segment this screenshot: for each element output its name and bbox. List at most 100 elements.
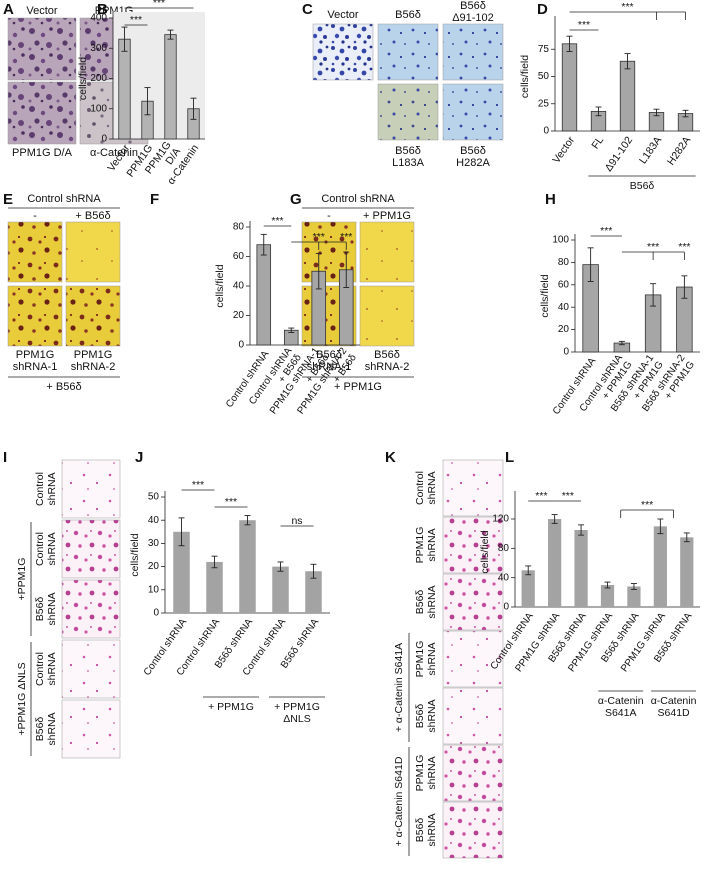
row-label: PPM1G shRNA-2	[71, 349, 116, 373]
significance-label: ***	[621, 1, 633, 13]
y-tick-label: 40	[498, 572, 510, 583]
text-line: ΔNLS	[283, 713, 310, 725]
significance-label: ***	[153, 0, 165, 9]
image-label: Vector	[26, 5, 58, 17]
micrograph	[442, 744, 504, 802]
text-line: shRNA-2	[71, 361, 116, 373]
micrograph	[61, 639, 121, 699]
image-label: B56δ H282A	[456, 145, 490, 169]
text-line: B56δ	[414, 704, 426, 729]
header-label: Control shRNA	[27, 193, 101, 205]
text-line: shRNA	[46, 592, 58, 625]
micrograph	[61, 699, 121, 759]
y-tick-label: 50	[538, 71, 550, 82]
x-tick-label: Δ91-102	[603, 134, 636, 174]
panel-letter: G	[290, 191, 302, 208]
bar	[173, 531, 190, 613]
micrograph	[7, 17, 77, 81]
y-tick-label: 80	[498, 543, 510, 554]
panel-letter: K	[385, 449, 396, 466]
micrograph	[65, 221, 121, 283]
micrograph	[442, 801, 504, 859]
bar	[239, 520, 256, 613]
text-line: shRNA	[426, 585, 438, 618]
micrograph	[7, 285, 63, 347]
text-line: B56δ	[34, 717, 46, 742]
micrograph	[7, 221, 63, 283]
y-tick-label: 0	[563, 347, 569, 358]
y-tick-label: 80	[558, 257, 570, 268]
header-label: Control shRNA	[321, 193, 395, 205]
panel-letter: E	[3, 191, 13, 208]
image-label: B56δ Δ91-102	[452, 0, 494, 24]
tile-label: B56δshRNA	[34, 592, 58, 625]
y-tick-label: 60	[558, 279, 570, 290]
panel-letter: I	[3, 449, 7, 466]
image-label: B56δ L183A	[392, 145, 424, 169]
group-label: B56δ	[630, 180, 655, 192]
text-line: shRNA	[426, 471, 438, 504]
group-label: + α-Catenin S641A	[393, 643, 405, 732]
text-line: B56δ	[414, 818, 426, 843]
micrograph	[61, 519, 121, 579]
micrograph	[65, 285, 121, 347]
y-tick-label: 0	[238, 340, 244, 351]
micrograph	[442, 630, 504, 688]
y-tick-label: 10	[148, 584, 160, 595]
panel-letter: H	[545, 191, 556, 208]
column-label: -	[33, 210, 37, 222]
text-line: B56δ	[460, 145, 486, 157]
text-line: PPM1G	[16, 349, 55, 361]
significance-label: ***	[340, 231, 352, 243]
micrograph	[442, 687, 504, 745]
image-label: Vector	[327, 9, 359, 21]
bar	[256, 244, 272, 346]
y-tick-label: 20	[148, 561, 160, 572]
image-label: α-Catenin	[90, 147, 138, 159]
significance-label: ***	[647, 241, 659, 253]
micrograph	[442, 83, 504, 141]
text-line: B56δ	[316, 349, 342, 361]
panel-letter: C	[302, 1, 313, 18]
y-tick-label: 100	[552, 235, 569, 246]
tile-label: ControlshRNA	[414, 471, 438, 505]
y-tick-label: 0	[503, 602, 509, 613]
significance-label: ***	[641, 499, 653, 511]
text-line: shRNA-2	[365, 361, 410, 373]
text-line: L183A	[392, 157, 424, 169]
y-tick-label: 300	[90, 43, 107, 54]
significance-label: ***	[600, 225, 612, 237]
micrograph	[7, 81, 77, 145]
y-tick-label: 80	[233, 222, 245, 233]
micrograph	[312, 23, 374, 81]
group-label: + PPM1G	[208, 701, 254, 713]
column-label: + B56δ	[75, 210, 110, 222]
bar	[680, 537, 694, 607]
group-label: +PPM1G	[16, 558, 28, 601]
y-tick-label: 30	[148, 538, 160, 549]
text-line: Control	[34, 472, 46, 506]
text-line: + PPM1G	[274, 701, 320, 713]
y-tick-label: 40	[558, 302, 570, 313]
micrograph	[61, 459, 121, 519]
x-tick-label: L183A	[637, 134, 664, 166]
panel-letter: D	[537, 1, 548, 18]
text-line: Control	[414, 471, 426, 505]
panel-letter: F	[150, 191, 159, 208]
micrograph	[377, 83, 439, 141]
text-line: shRNA	[426, 642, 438, 675]
y-tick-label: 25	[538, 98, 550, 109]
group-label: + PPM1G ΔNLS	[274, 701, 320, 725]
micrograph	[442, 516, 504, 574]
significance-label: ***	[192, 479, 204, 491]
bar	[561, 43, 578, 132]
text-line: B56δ	[414, 590, 426, 615]
tile-label: ControlshRNA	[34, 652, 58, 686]
micrograph	[359, 221, 415, 283]
bar	[118, 38, 131, 140]
bar	[627, 586, 641, 607]
y-tick-label: 100	[90, 103, 107, 114]
y-tick-label: 50	[148, 492, 160, 503]
text-line: shRNA	[426, 813, 438, 846]
y-tick-label: 20	[558, 324, 570, 335]
